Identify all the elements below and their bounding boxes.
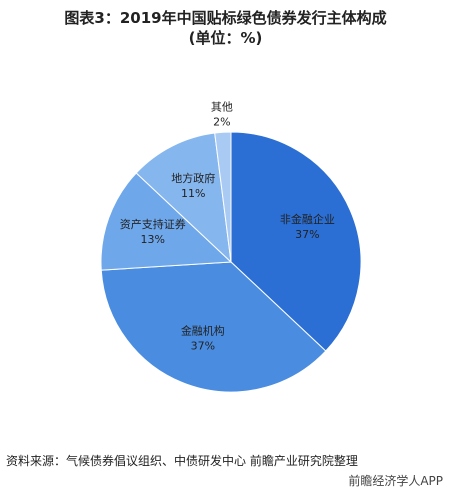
slice-label: 其他 [211, 101, 233, 114]
slice-label: 地方政府 [171, 171, 215, 185]
slice-label: 金融机构 [181, 323, 225, 337]
slice-label: 资产支持证券 [120, 217, 186, 231]
value-label: 11% [181, 187, 205, 200]
value-label: 37% [191, 339, 215, 352]
footer: 前瞻经济学人APP [348, 474, 443, 488]
slice-label: 非金融企业 [280, 212, 335, 226]
pie-slice [100, 172, 233, 271]
chart-title: 图表3：2019年中国贴标绿色债券发行主体构成(单位：%) [64, 9, 387, 47]
pie-slice [214, 131, 232, 263]
pie-slice [230, 131, 362, 352]
value-label: 2% [213, 116, 230, 129]
value-label: 13% [140, 233, 164, 246]
source-note: 资料来源：气候债券倡议组织、中债研发中心 前瞻产业研究院整理 [6, 454, 358, 468]
value-label: 37% [295, 228, 319, 241]
pie-slice [135, 132, 232, 264]
pie-slice [100, 261, 327, 393]
